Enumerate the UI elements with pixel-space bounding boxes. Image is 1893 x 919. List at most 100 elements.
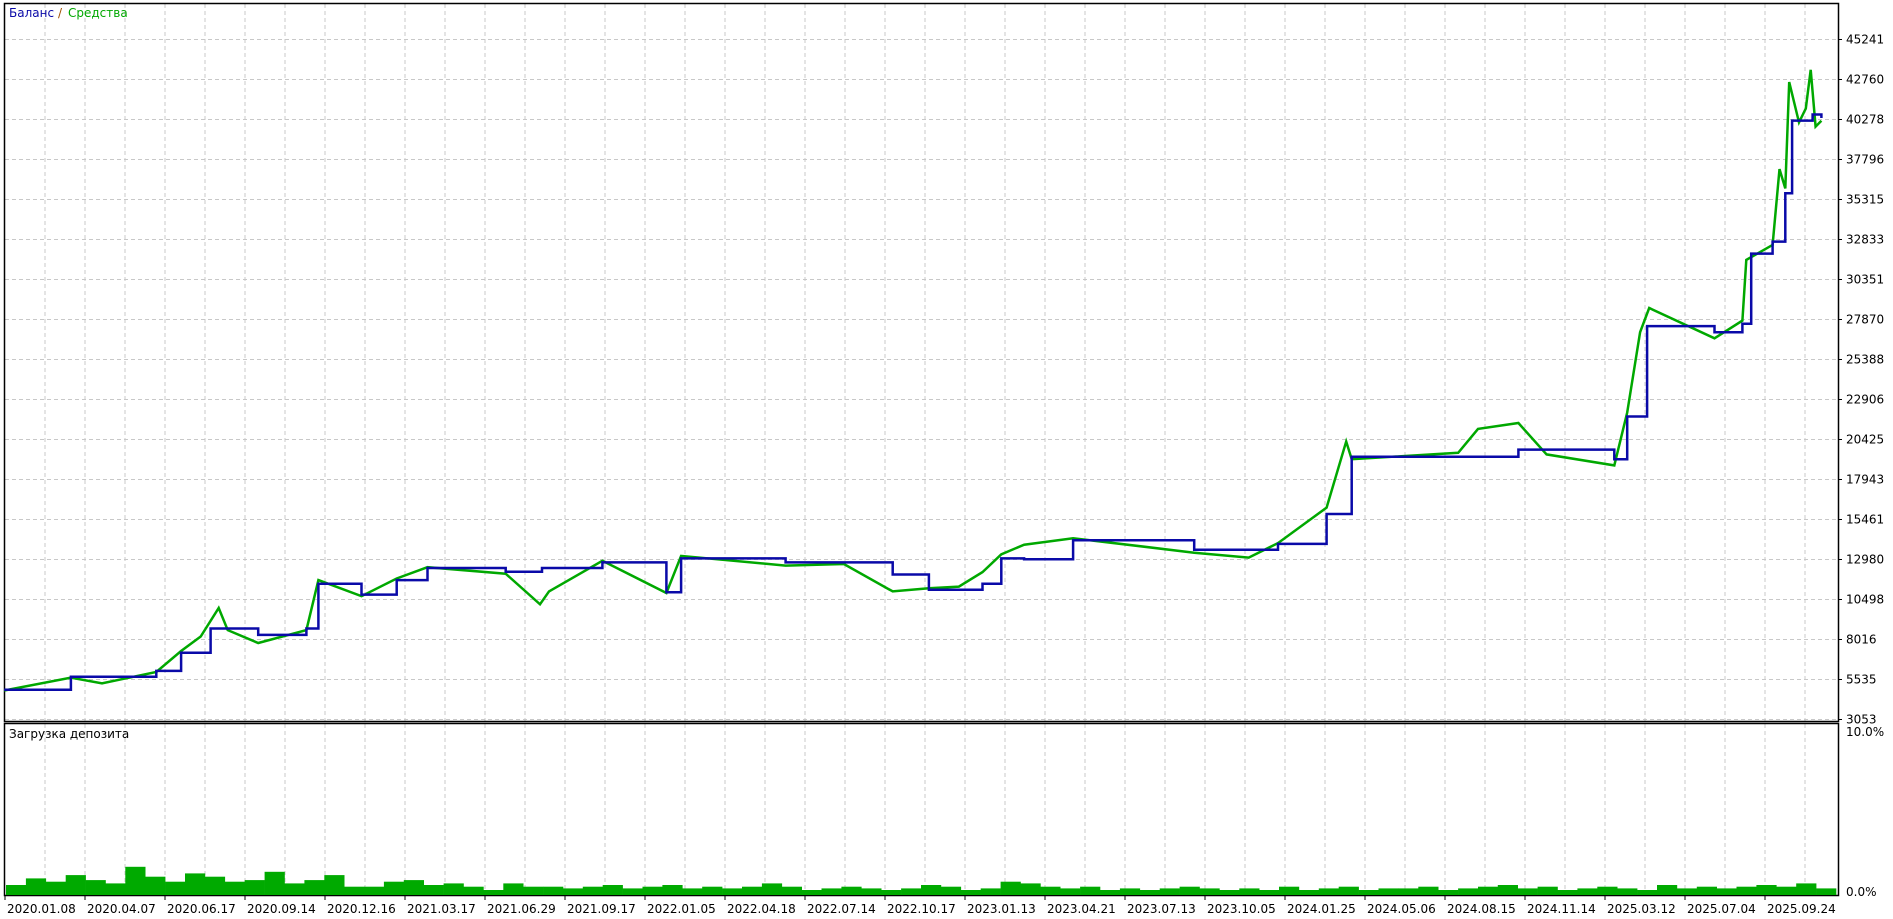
y-tick-label: 3053 — [1846, 713, 1877, 727]
load-bar — [1159, 888, 1180, 895]
load-panel-title: Загрузка депозита — [9, 727, 129, 741]
x-tick-label: 2024.05.06 — [1367, 902, 1436, 916]
load-bar — [1239, 888, 1260, 895]
y-tick-label: 32833 — [1846, 233, 1884, 247]
x-tick-label: 2020.04.07 — [87, 902, 156, 916]
load-bar — [1358, 890, 1379, 895]
load-bar — [1796, 883, 1817, 895]
y-tick-label: 10498 — [1846, 593, 1884, 607]
load-bar — [85, 880, 106, 895]
load-bar — [642, 886, 663, 895]
load-bar — [1557, 890, 1578, 895]
load-y-tick-label: 10.0% — [1846, 725, 1884, 739]
x-tick-label: 2024.01.25 — [1287, 902, 1356, 916]
load-bar — [1080, 886, 1101, 895]
y-tick-label: 37796 — [1846, 153, 1884, 167]
load-bar — [264, 871, 285, 895]
legend-separator: / — [58, 6, 63, 20]
load-bar — [185, 873, 206, 895]
load-bar — [1676, 888, 1698, 895]
load-bar — [463, 886, 484, 895]
x-tick-label: 2024.08.15 — [1447, 902, 1516, 916]
load-bar — [244, 880, 265, 895]
load-bar — [344, 886, 365, 895]
y-tick-label: 40278 — [1846, 113, 1884, 127]
y-tick-label: 30351 — [1846, 273, 1884, 287]
load-bar — [543, 886, 564, 895]
load-panel-frame — [3, 722, 1840, 897]
load-bar — [324, 875, 345, 895]
y-axis: 45241 42760 40278 37796 35315 32833 30351 27870… — [1838, 33, 1884, 899]
load-bar — [443, 883, 464, 895]
x-tick-label: 2023.10.05 — [1207, 902, 1276, 916]
load-bar — [1458, 888, 1479, 895]
load-bar — [1537, 886, 1558, 895]
load-bar — [105, 883, 126, 895]
y-tick-label: 42760 — [1846, 73, 1884, 87]
y-tick-label: 5535 — [1846, 673, 1877, 687]
x-tick-label: 2021.09.17 — [567, 902, 636, 916]
equity-line — [3, 69, 1823, 692]
load-bar — [224, 881, 245, 895]
load-bar — [284, 883, 305, 895]
x-tick-label: 2020.09.14 — [247, 902, 316, 916]
load-bar — [6, 885, 27, 895]
load-bars — [6, 866, 1837, 895]
load-bar — [761, 883, 783, 895]
x-tick-label: 2025.09.24 — [1767, 902, 1836, 916]
load-bar — [1478, 886, 1499, 895]
load-bar — [582, 886, 603, 895]
x-tick-label: 2023.01.13 — [967, 902, 1036, 916]
legend-balance: Баланс — [9, 6, 54, 20]
x-tick-label: 2022.04.18 — [727, 902, 796, 916]
x-tick-label: 2020.12.16 — [327, 902, 396, 916]
load-bar — [563, 888, 584, 895]
x-tick-label: 2022.07.14 — [807, 902, 876, 916]
load-bar — [1179, 886, 1200, 895]
load-bar — [1597, 886, 1618, 895]
y-tick-label: 15461 — [1846, 513, 1884, 527]
load-bar — [1736, 886, 1757, 895]
load-bar — [1816, 888, 1837, 895]
y-tick-label: 25388 — [1846, 353, 1884, 367]
load-bar — [1696, 886, 1717, 895]
series-lines — [3, 69, 1823, 692]
x-tick-label: 2021.06.29 — [487, 902, 556, 916]
load-bar — [921, 885, 942, 895]
y-tick-label: 27870 — [1846, 313, 1884, 327]
load-bar — [523, 886, 544, 895]
load-bar — [1776, 886, 1797, 895]
load-bar — [861, 888, 882, 895]
load-bar — [1119, 888, 1141, 895]
load-bar — [1199, 888, 1220, 895]
load-bar — [403, 880, 424, 895]
load-bar — [45, 881, 66, 895]
load-bar — [304, 880, 325, 895]
x-tick-label: 2020.01.08 — [7, 902, 76, 916]
load-bar — [1497, 885, 1518, 895]
y-tick-label: 20425 — [1846, 433, 1884, 447]
load-bar — [1139, 890, 1160, 895]
x-tick-label: 2021.03.17 — [407, 902, 476, 916]
load-bar — [702, 886, 723, 895]
load-bar — [821, 888, 842, 895]
load-bar — [483, 890, 504, 895]
load-bar — [901, 888, 922, 895]
load-bar — [622, 888, 643, 895]
load-bar — [682, 888, 703, 895]
y-tick-label: 17943 — [1846, 473, 1884, 487]
load-bar — [1378, 888, 1399, 895]
load-bar — [125, 866, 146, 895]
x-tick-label: 2022.10.17 — [887, 902, 956, 916]
load-bar — [881, 890, 902, 895]
balance-line — [4, 113, 1823, 691]
load-bar — [1756, 885, 1777, 895]
load-bar — [1438, 890, 1459, 895]
load-bar — [1259, 890, 1280, 895]
load-y-tick-label: 0.0% — [1846, 885, 1877, 899]
load-bar — [1517, 888, 1538, 895]
load-bar — [1716, 888, 1737, 895]
load-bar — [1398, 888, 1419, 895]
y-tick-label: 22906 — [1846, 393, 1884, 407]
load-bar — [1617, 888, 1638, 895]
